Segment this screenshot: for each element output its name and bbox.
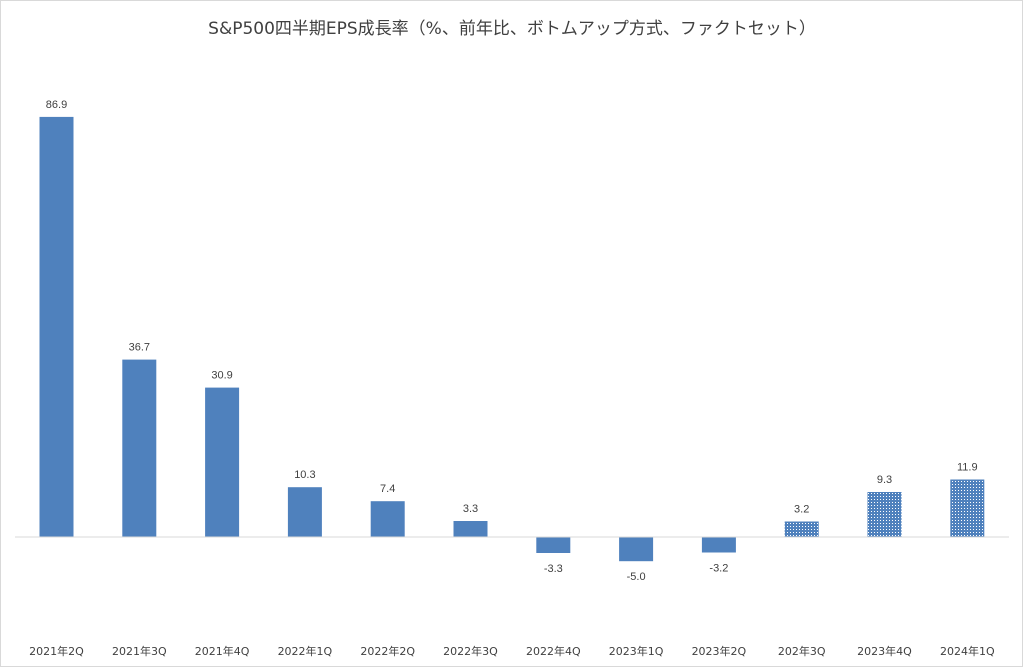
data-label: -3.3: [544, 563, 563, 575]
bar-2024年1Q: [950, 479, 985, 537]
data-label: 10.3: [294, 469, 315, 481]
bar-2021年4Q: [205, 387, 240, 537]
bar-2023年1Q: [619, 537, 654, 562]
x-tick-label: 202年3Q: [778, 644, 826, 658]
bar-2022年1Q: [287, 487, 322, 537]
bar-202年3Q: [784, 521, 819, 537]
data-label: -5.0: [627, 571, 646, 583]
x-tick-label: 2022年1Q: [278, 644, 333, 658]
x-tick-label: 2021年3Q: [112, 644, 167, 658]
data-label: 86.9: [46, 99, 67, 111]
x-tick-label: 2021年4Q: [195, 644, 250, 658]
data-label: 3.2: [794, 504, 809, 516]
data-label: 3.3: [463, 503, 478, 515]
bar-2022年4Q: [536, 537, 571, 553]
data-label: 36.7: [129, 342, 150, 354]
bar-2023年4Q: [867, 492, 902, 537]
chart-title: S&P500四半期EPS成長率（%、前年比、ボトムアップ方式、ファクトセット）: [208, 19, 816, 39]
x-tick-label: 2022年3Q: [443, 644, 498, 658]
data-label: 30.9: [211, 370, 232, 382]
data-label: -3.2: [709, 563, 728, 575]
bar-2022年2Q: [370, 501, 405, 537]
data-label: 9.3: [877, 474, 892, 486]
x-tick-label: 2023年4Q: [857, 644, 912, 658]
bar-2021年3Q: [122, 359, 157, 537]
data-label: 7.4: [380, 483, 395, 495]
x-tick-label: 2023年2Q: [692, 644, 747, 658]
data-label: 11.9: [957, 462, 978, 474]
bar-2021年2Q: [39, 116, 74, 538]
bar-2023年2Q: [701, 537, 736, 553]
x-tick-label: 2022年2Q: [360, 644, 415, 658]
x-tick-label: 2022年4Q: [526, 644, 581, 658]
x-tick-label: 2023年1Q: [609, 644, 664, 658]
x-tick-label: 2021年2Q: [29, 644, 84, 658]
bar-2022年3Q: [453, 521, 488, 537]
x-tick-label: 2024年1Q: [940, 644, 995, 658]
